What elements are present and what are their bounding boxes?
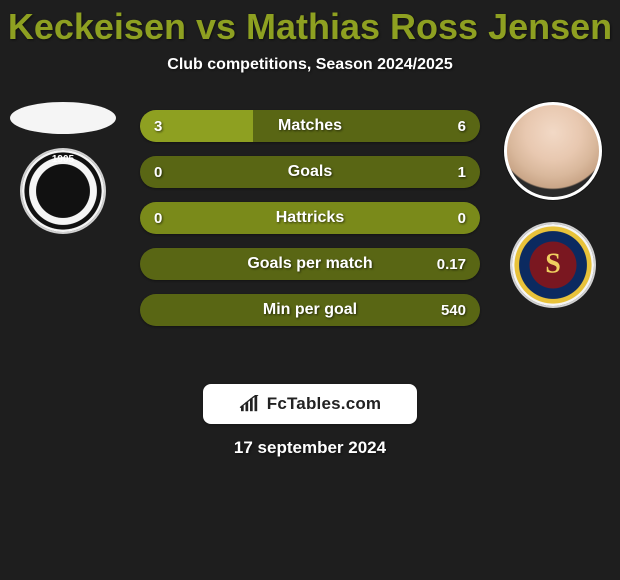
stat-value-right: 0 [458,210,466,227]
stat-value-left: 0 [154,210,162,227]
stat-label: Goals [140,163,480,181]
stat-bar: Goals per match0.17 [140,248,480,280]
stat-bar: 0Goals1 [140,156,480,188]
branding-badge: FcTables.com [203,384,417,424]
stat-value-right: 6 [458,118,466,135]
comparison-title: Keckeisen vs Mathias Ross Jensen [0,0,620,48]
comparison-content: 3Matches60Goals10Hattricks0Goals per mat… [0,102,620,362]
stat-bar: Min per goal540 [140,294,480,326]
club-badge-right [512,224,594,306]
player-left-photo-placeholder [10,102,116,134]
snapshot-date: 17 september 2024 [0,438,620,458]
club-badge-left [22,150,104,232]
stat-value-right: 0.17 [437,256,466,273]
stat-value-right: 540 [441,302,466,319]
stat-label: Matches [140,117,480,135]
stat-label: Hattricks [140,209,480,227]
stat-bar: 0Hattricks0 [140,202,480,234]
comparison-subtitle: Club competitions, Season 2024/2025 [0,56,620,74]
stat-value-right: 1 [458,164,466,181]
stat-value-left: 0 [154,164,162,181]
stat-bars: 3Matches60Goals10Hattricks0Goals per mat… [140,110,480,326]
branding-text: FcTables.com [267,394,382,414]
player-right-column [498,102,608,306]
stat-label: Goals per match [140,255,480,273]
player-left-column [8,102,118,232]
stat-label: Min per goal [140,301,480,319]
stat-bar: 3Matches6 [140,110,480,142]
stat-value-left: 3 [154,118,162,135]
chart-icon [239,395,261,413]
player-right-photo [504,102,602,200]
